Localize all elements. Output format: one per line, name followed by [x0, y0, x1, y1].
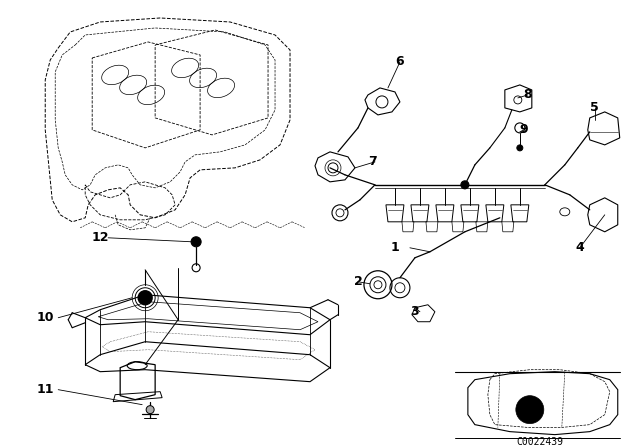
Text: 5: 5: [590, 101, 599, 114]
Circle shape: [516, 396, 544, 424]
Text: C0022439: C0022439: [516, 437, 563, 447]
Text: 7: 7: [369, 155, 378, 168]
Text: 4: 4: [575, 241, 584, 254]
Text: 8: 8: [524, 88, 532, 101]
Circle shape: [146, 405, 154, 414]
Text: 11: 11: [36, 383, 54, 396]
Circle shape: [191, 237, 201, 247]
Text: 9: 9: [520, 123, 528, 136]
Text: 1: 1: [390, 241, 399, 254]
Text: 12: 12: [92, 231, 109, 244]
Circle shape: [138, 291, 152, 305]
Text: 10: 10: [36, 311, 54, 324]
Text: 3: 3: [411, 305, 419, 318]
Circle shape: [461, 181, 469, 189]
Text: 2: 2: [353, 275, 362, 288]
Text: 6: 6: [396, 56, 404, 69]
Circle shape: [517, 145, 523, 151]
